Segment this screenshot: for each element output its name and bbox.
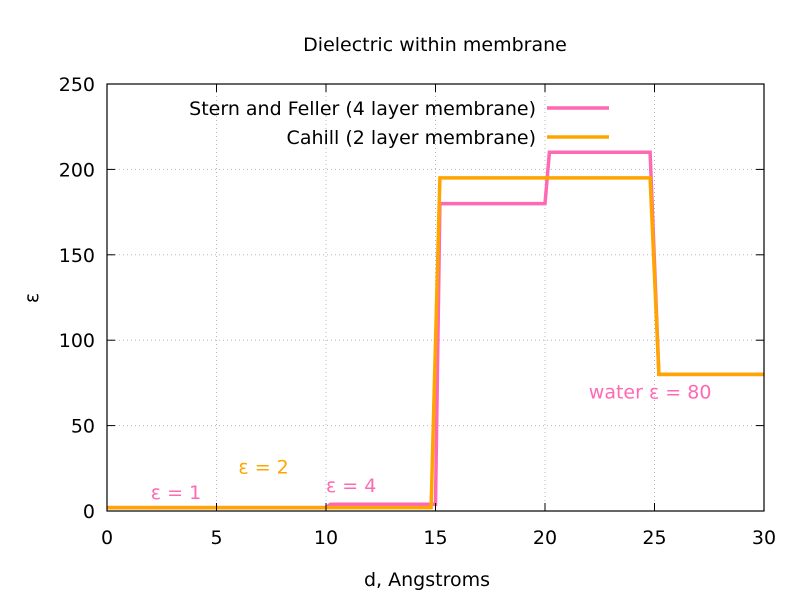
ticks: 0 5 10 15 20 25 30 0 50 100 150 200 250 [59, 74, 776, 549]
y-tick-label: 100 [59, 330, 95, 352]
x-tick-label: 5 [210, 527, 222, 549]
chart-title: Dielectric within membrane [303, 34, 567, 56]
legend: Stern and Feller (4 layer membrane) Cahil… [189, 98, 609, 149]
series-layer [107, 150, 764, 510]
x-tick-label: 20 [533, 527, 557, 549]
annotation-label: ε = 4 [326, 475, 376, 497]
y-tick-label: 0 [83, 501, 95, 523]
x-tick-label: 30 [752, 527, 776, 549]
legend-label: Stern and Feller (4 layer membrane) [189, 98, 536, 120]
y-tick-label: 250 [59, 74, 95, 96]
annotation-label: ε = 2 [238, 456, 288, 478]
x-axis-label: d, Angstroms [364, 569, 490, 591]
x-tick-label: 10 [314, 527, 338, 549]
x-tick-label: 25 [642, 527, 666, 549]
y-tick-label: 200 [59, 159, 95, 181]
x-tick-label: 0 [101, 527, 113, 549]
legend-label: Cahill (2 layer membrane) [287, 127, 536, 149]
annotations: ε = 1 ε = 2 ε = 4 water ε = 80 [151, 381, 712, 504]
y-tick-label: 50 [71, 416, 95, 438]
y-tick-label: 150 [59, 245, 95, 267]
x-tick-label: 15 [423, 527, 447, 549]
annotation-label: ε = 1 [151, 482, 201, 504]
annotation-label: water ε = 80 [589, 381, 712, 403]
series-line-2 [107, 176, 764, 510]
y-axis-label: ε [21, 293, 43, 303]
